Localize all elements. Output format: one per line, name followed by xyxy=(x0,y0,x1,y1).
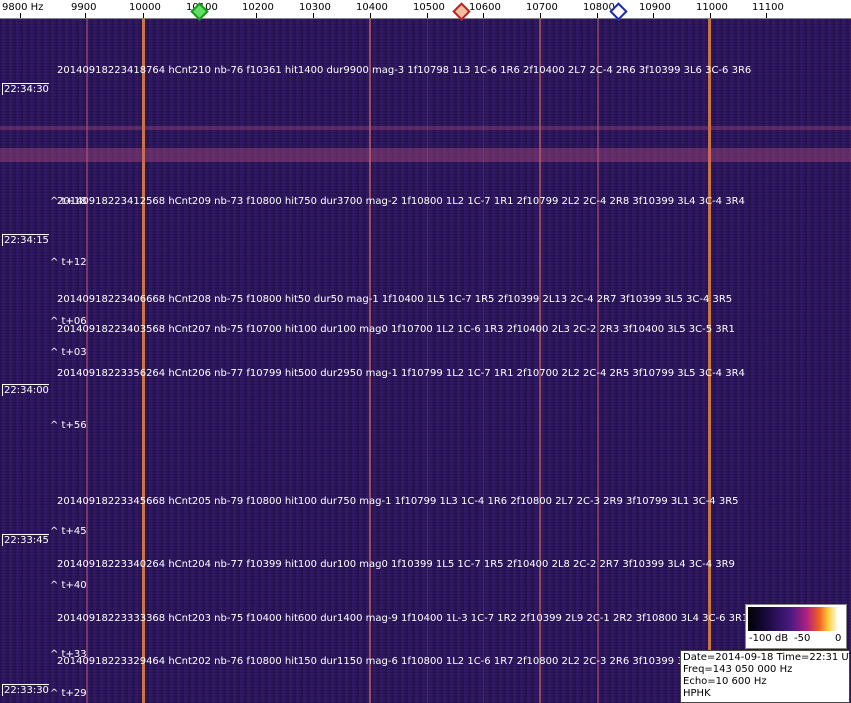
detection-text: 20140918223345668 hCnt205 nb-79 f10800 h… xyxy=(57,496,739,507)
time-offset: ^ t+12 xyxy=(50,257,87,268)
signal-line xyxy=(597,19,599,703)
info-line: Echo=10 600 Hz xyxy=(683,676,767,687)
detection-text: 20140918223329464 hCnt202 nb-76 f10800 h… xyxy=(57,656,713,667)
detection-text: 20140918223356264 hCnt206 nb-77 f10799 h… xyxy=(57,368,745,379)
tick-mark xyxy=(256,13,257,18)
tick-mark xyxy=(653,13,654,18)
tick-mark xyxy=(766,13,767,18)
time-offset: ^ t+18 xyxy=(50,196,87,207)
info-box: Date=2014-09-18 Time=22:31 UTC Freq=143 0… xyxy=(680,650,851,703)
info-line: Freq=143 050 000 Hz xyxy=(683,664,793,675)
tick-mark xyxy=(85,13,86,18)
detection-text: 20140918223418764 hCnt210 nb-76 f10361 h… xyxy=(57,65,752,76)
time-offset: ^ t+33 xyxy=(50,649,87,660)
time-label: 22:34:00 xyxy=(2,384,49,396)
detection-text: 20140918223406668 hCnt208 nb-75 f10800 h… xyxy=(57,294,733,305)
time-label: 22:33:45 xyxy=(2,534,49,546)
tick-mark xyxy=(143,13,144,18)
signal-line xyxy=(86,19,88,703)
frequency-label: 11100 xyxy=(752,2,784,13)
colorbar-gradient xyxy=(748,607,843,631)
frequency-label: 10000 xyxy=(129,2,161,13)
colorbar-label: -50 xyxy=(794,633,811,644)
frequency-label: 9800 Hz xyxy=(2,2,44,13)
signal-line xyxy=(142,19,145,703)
noise-band xyxy=(0,148,851,162)
time-offset: ^ t+06 xyxy=(50,316,87,327)
time-offset: ^ t+45 xyxy=(50,526,87,537)
signal-line xyxy=(427,19,428,703)
detection-text: 20140918223333368 hCnt203 nb-75 f10400 h… xyxy=(57,613,749,624)
time-offset: ^ t+29 xyxy=(50,688,87,699)
tick-mark xyxy=(427,13,428,18)
tick-mark xyxy=(540,13,541,18)
time-offset: ^ t+03 xyxy=(50,347,87,358)
colorbar-label: -100 dB xyxy=(749,633,789,644)
frequency-label: 10300 xyxy=(299,2,331,13)
signal-line xyxy=(708,19,711,703)
frequency-label: 10400 xyxy=(356,2,388,13)
time-offset: ^ t+40 xyxy=(50,580,87,591)
colorbar: -100 dB -50 0 xyxy=(745,604,847,649)
frequency-label: 10800 xyxy=(583,2,615,13)
info-line: HPHK xyxy=(683,688,711,699)
tick-mark xyxy=(20,13,21,18)
signal-line xyxy=(369,19,371,703)
time-offset: ^ t+56 xyxy=(50,420,87,431)
frequency-label: 10900 xyxy=(639,2,671,13)
frequency-label: 10700 xyxy=(526,2,558,13)
frequency-axis: 9800 Hz990010000101001020010300104001050… xyxy=(0,0,851,21)
frequency-label: 10200 xyxy=(242,2,274,13)
detection-text: 20140918223340264 hCnt204 nb-77 f10399 h… xyxy=(57,559,735,570)
signal-line xyxy=(539,19,541,703)
noise-band xyxy=(0,126,851,130)
tick-mark xyxy=(597,13,598,18)
frequency-label: 10600 xyxy=(469,2,501,13)
time-label: 22:33:30 xyxy=(2,684,49,696)
time-label: 22:34:15 xyxy=(2,234,49,246)
colorbar-label: 0 xyxy=(835,633,842,644)
tick-mark xyxy=(483,13,484,18)
frequency-label: 9900 xyxy=(71,2,97,13)
signal-line xyxy=(483,19,484,703)
detection-text: 20140918223403568 hCnt207 nb-75 f10700 h… xyxy=(57,324,735,335)
info-line: Date=2014-09-18 Time=22:31 UTC xyxy=(683,652,851,663)
tick-mark xyxy=(313,13,314,18)
waterfall xyxy=(0,19,851,703)
frequency-label: 11000 xyxy=(696,2,728,13)
frequency-marker xyxy=(452,2,471,21)
tick-mark xyxy=(370,13,371,18)
time-label: 22:34:30 xyxy=(2,83,49,95)
detection-text: 20140918223412568 hCnt209 nb-73 f10800 h… xyxy=(57,196,745,207)
frequency-label: 10500 xyxy=(413,2,445,13)
tick-mark xyxy=(710,13,711,18)
